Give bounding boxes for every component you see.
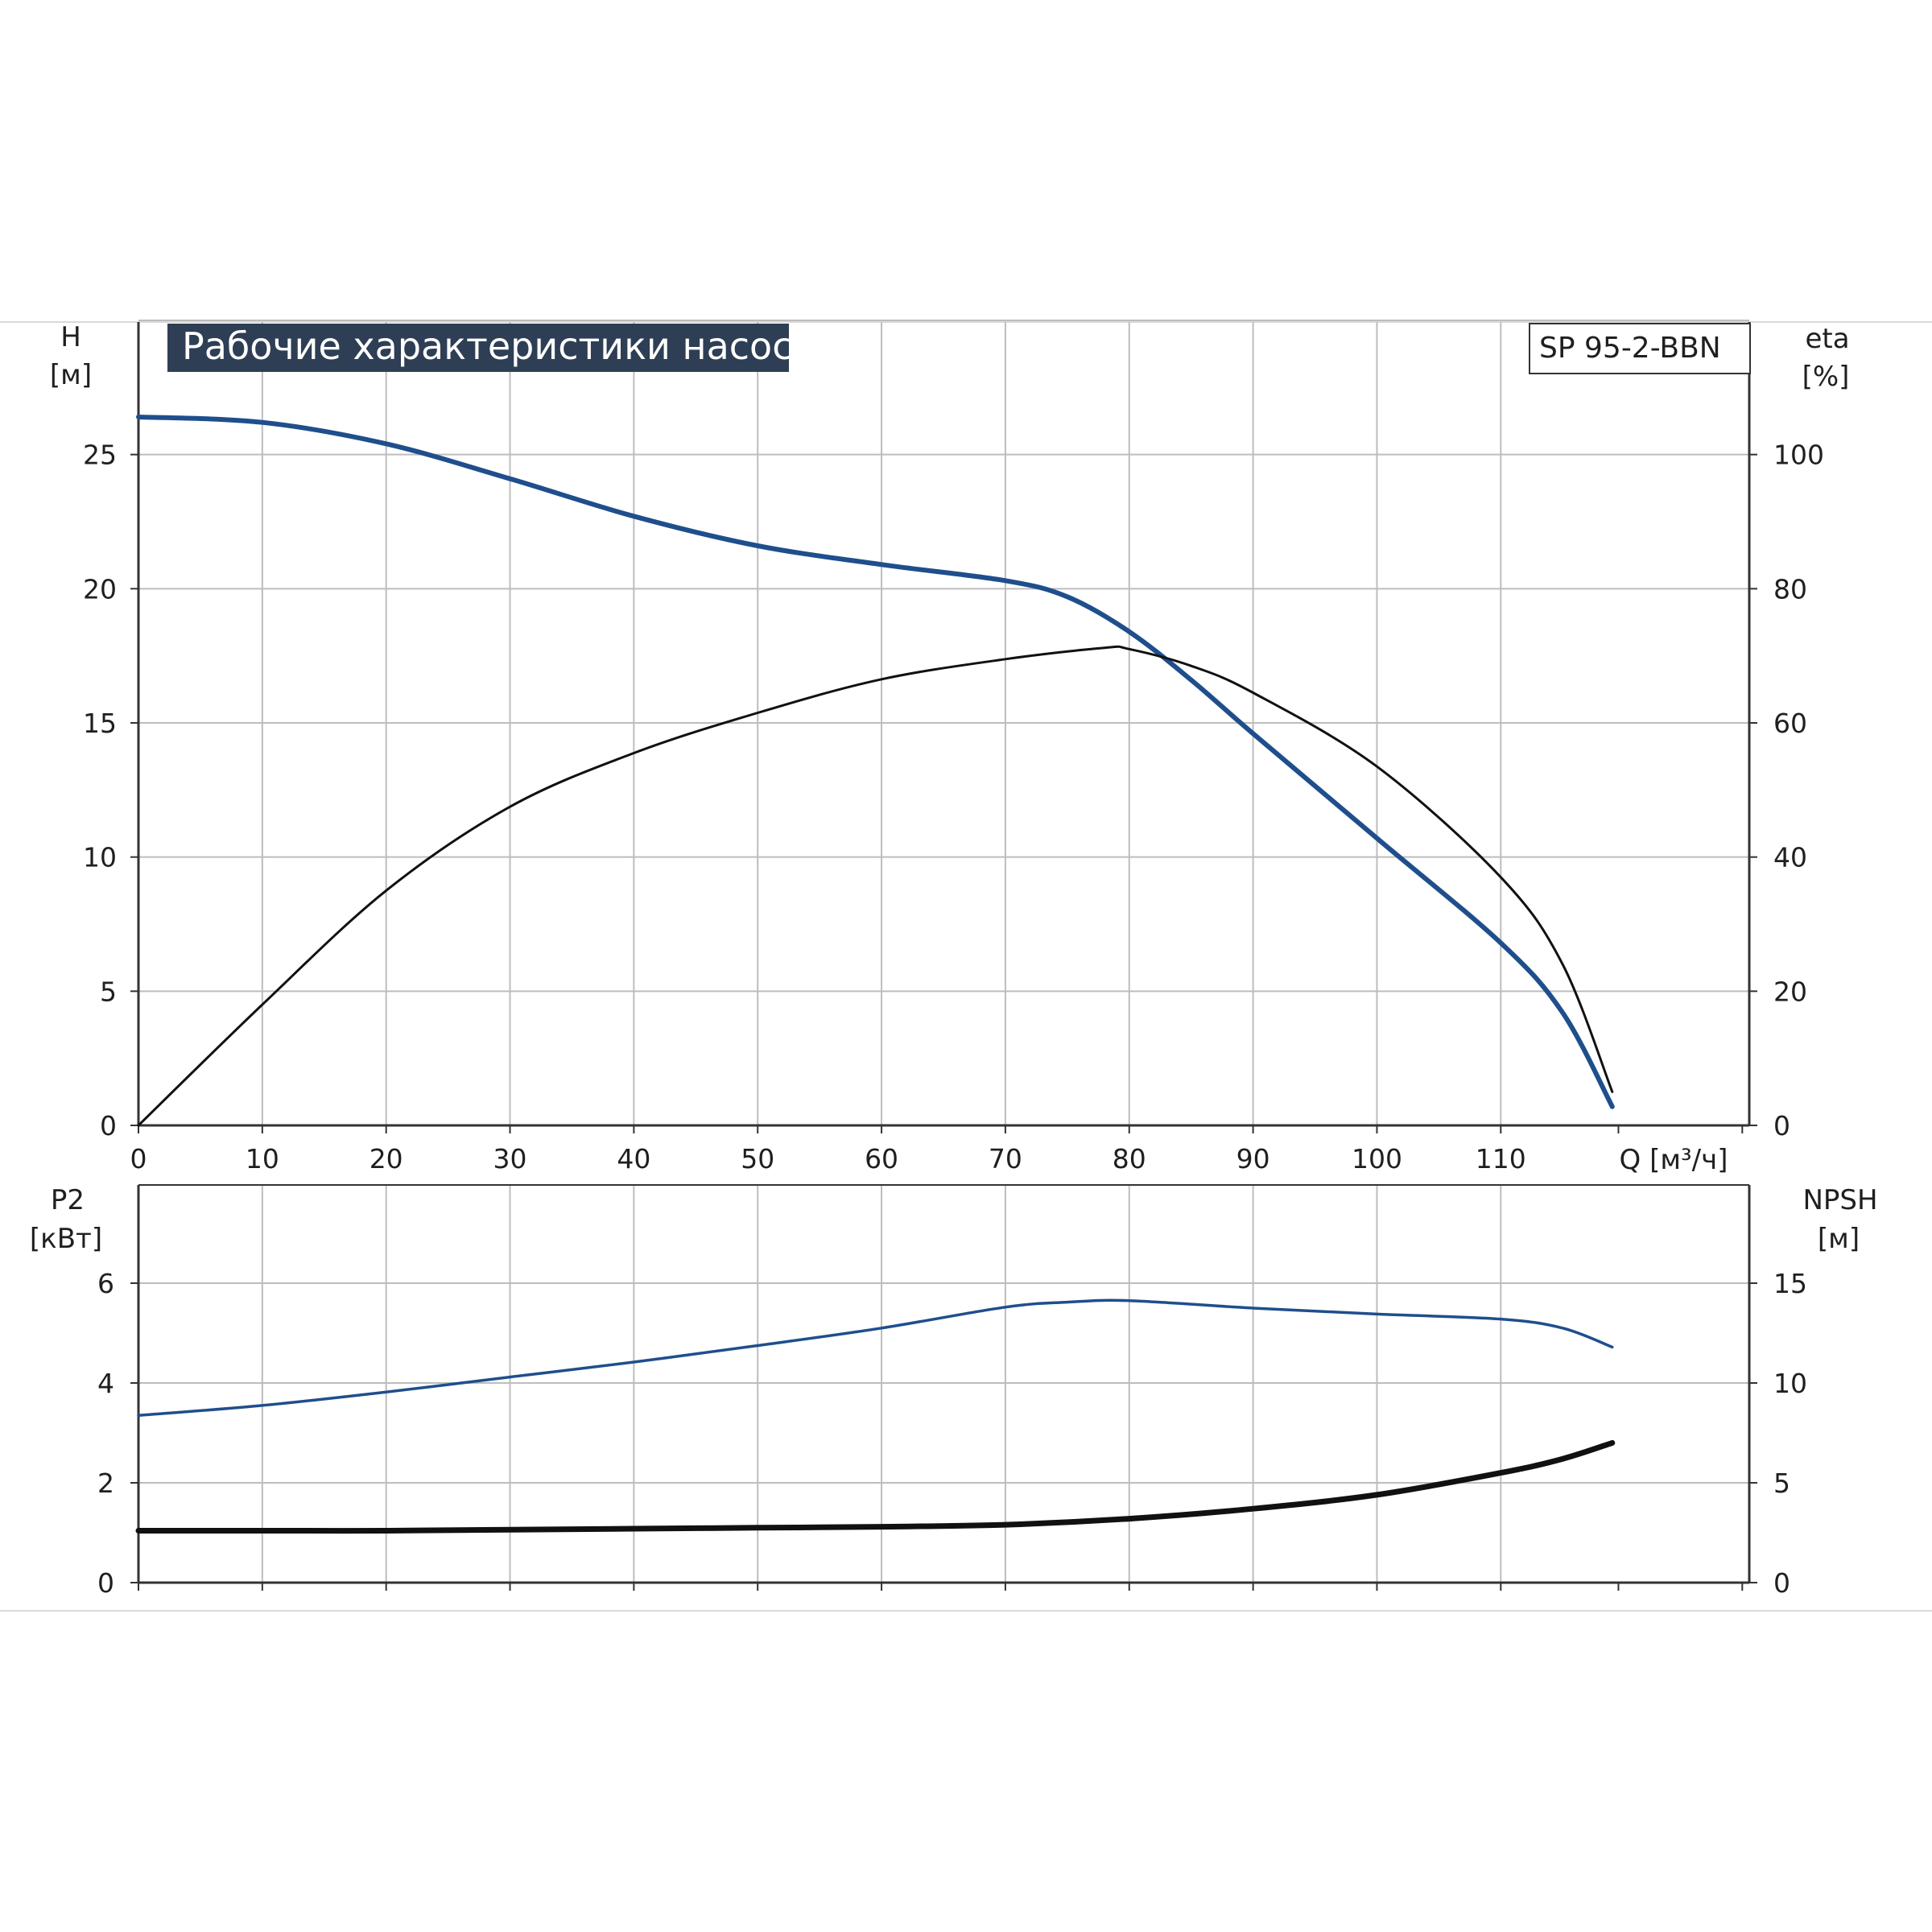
h-curve	[136, 415, 1615, 1109]
x-tick-label: 20	[369, 1143, 403, 1174]
chart-title: Рабочие характеристики насоса	[182, 324, 815, 368]
h-axis-unit: [м]	[50, 359, 92, 391]
npsh-tick-label: 5	[1773, 1468, 1790, 1499]
h-tick-label: 15	[83, 708, 117, 739]
p2-tick-label: 2	[97, 1468, 114, 1499]
npsh-axis-label: NPSH	[1802, 1184, 1877, 1216]
h-tick-label: 10	[83, 842, 117, 873]
x-tick-label: 0	[130, 1143, 147, 1174]
x-tick-label: 10	[246, 1143, 279, 1174]
p2-tick-label: 6	[97, 1268, 114, 1299]
eta-tick-label: 40	[1773, 842, 1807, 873]
grid	[138, 320, 1749, 1583]
x-tick-label: 110	[1476, 1143, 1526, 1174]
eta-curve	[137, 645, 1614, 1127]
tick-labels: 0 10 20 30 40 50 60 70 80 90 100 110051015202502040…	[83, 440, 1824, 1599]
model-label: SP 95-2-BBN	[1539, 332, 1721, 365]
eta-axis-label: eta	[1805, 323, 1849, 355]
eta-tick-label: 100	[1773, 440, 1824, 471]
eta-tick-label: 20	[1773, 976, 1807, 1007]
npsh-axis-unit: [м]	[1818, 1223, 1860, 1255]
npsh-tick-label: 15	[1773, 1268, 1807, 1299]
p2-tick-label: 0	[97, 1567, 114, 1599]
x-tick-label: 60	[865, 1143, 898, 1174]
x-tick-label: 70	[989, 1143, 1022, 1174]
eta-tick-label: 60	[1773, 708, 1807, 739]
model-box	[1529, 323, 1751, 374]
h-axis-label: H	[60, 321, 81, 353]
x-tick-label: 90	[1236, 1143, 1270, 1174]
p2-axis-unit: [кВт]	[30, 1223, 102, 1255]
h-tick-label: 25	[83, 440, 117, 471]
p2-curve	[137, 1298, 1614, 1418]
q-axis-label: Q [м³/ч]	[1620, 1144, 1728, 1176]
x-tick-label: 100	[1352, 1143, 1402, 1174]
x-tick-label: 40	[617, 1143, 650, 1174]
npsh-curve	[135, 1439, 1616, 1534]
npsh-tick-label: 0	[1773, 1567, 1790, 1599]
x-tick-label: 80	[1113, 1143, 1146, 1174]
p2-tick-label: 4	[97, 1368, 114, 1399]
npsh-tick-label: 10	[1773, 1368, 1807, 1399]
eta-axis-unit: [%]	[1802, 361, 1850, 393]
p2-axis-label: P2	[51, 1184, 85, 1216]
h-tick-label: 20	[83, 573, 117, 605]
h-tick-label: 5	[100, 976, 117, 1007]
h-tick-label: 0	[100, 1110, 117, 1141]
x-tick-label: 50	[741, 1143, 774, 1174]
title-box	[167, 324, 789, 372]
series	[135, 415, 1616, 1534]
eta-tick-label: 80	[1773, 573, 1807, 605]
x-tick-label: 30	[493, 1143, 527, 1174]
eta-tick-label: 0	[1773, 1110, 1790, 1141]
